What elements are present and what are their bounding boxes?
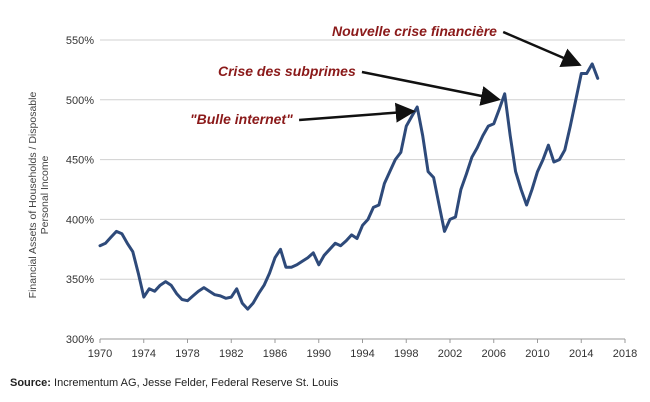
x-tick-label: 1974 [132,348,156,360]
gridlines [100,39,625,280]
y-tick-label: 350% [66,274,94,286]
x-tick-label: 2002 [438,348,462,360]
x-tick-labels: 1970 1974 1978 1982 1986 1990 1994 1998 2002 2006… [88,339,637,360]
x-tick-label: 1982 [219,348,243,360]
x-tick-label: 1998 [394,348,418,360]
y-tick-label: 450% [66,155,94,167]
x-tick-label: 1986 [263,348,287,360]
x-tick-label: 1990 [307,348,331,360]
annotation-arrows [298,30,582,123]
annotation-subprimes: Crise des subprimes [218,63,356,79]
x-tick-label: 2014 [569,348,593,360]
source-label: Source: [10,377,51,389]
x-tick-label: 1970 [88,348,112,360]
source-note: Source: Incrementum AG, Jesse Felder, Fe… [10,377,338,389]
series-group [98,62,600,311]
annotation-arrow-1 [361,70,501,106]
annotation-arrow-2 [298,102,416,123]
y-axis-label-line2: Personal Income [39,155,51,234]
annotation-nouvelle-crise: Nouvelle crise financière [332,23,497,39]
x-tick-label: 2006 [482,348,506,360]
x-tick-label: 1978 [175,348,199,360]
annotations: Nouvelle crise financière Crise des subp… [190,23,497,127]
y-tick-label: 300% [66,334,94,346]
y-tick-label: 400% [66,214,94,226]
x-tick-label: 2010 [525,348,549,360]
annotation-arrow-0 [502,30,582,68]
annotation-bulle-internet: "Bulle internet" [190,111,293,127]
source-text: Incrementum AG, Jesse Felder, Federal Re… [54,377,339,389]
y-tick-labels: 300% 350% 400% 450% 500% 550% [66,35,94,346]
y-tick-label: 550% [66,35,94,47]
series-line-0 [98,62,600,311]
y-axis-label: Financial Assets of Households / Disposa… [27,92,51,299]
x-tick-label: 1994 [350,348,374,360]
x-tick-label: 2018 [613,348,637,360]
y-tick-label: 500% [66,95,94,107]
y-axis-label-line1: Financial Assets of Households / Disposa… [27,92,39,299]
